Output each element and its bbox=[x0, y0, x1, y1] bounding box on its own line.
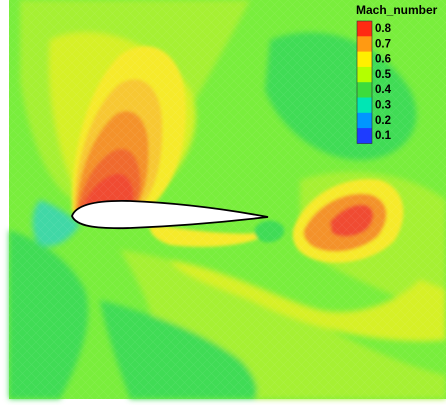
legend-label-0.6: 0.6 bbox=[375, 54, 391, 66]
legend-colorbar-border bbox=[356, 20, 373, 144]
legend-label-0.1: 0.1 bbox=[375, 130, 392, 142]
contour-field bbox=[9, 0, 446, 399]
legend-labels: 0.8 0.7 0.6 0.5 0.4 0.3 0.2 0.1 bbox=[375, 23, 392, 142]
color-legend: Mach_number 0.8 0.7 0.6 0.5 0.4 0.3 0.2 0.1 bbox=[356, 3, 438, 144]
legend-title: Mach_number bbox=[356, 3, 438, 17]
mesh-overlay bbox=[9, 0, 446, 399]
legend-label-0.5: 0.5 bbox=[375, 69, 392, 81]
legend-label-0.4: 0.4 bbox=[375, 84, 392, 96]
legend-swatch-0.5 bbox=[357, 66, 372, 83]
legend-swatch-0.2 bbox=[357, 112, 372, 129]
legend-label-0.7: 0.7 bbox=[375, 38, 391, 50]
legend-label-0.8: 0.8 bbox=[375, 23, 392, 35]
legend-colorbar bbox=[356, 20, 373, 144]
legend-swatch-0.8 bbox=[357, 21, 372, 37]
legend-swatch-0.7 bbox=[357, 36, 372, 52]
airfoil bbox=[71, 199, 269, 230]
legend-label-0.3: 0.3 bbox=[375, 100, 391, 112]
legend-label-0.2: 0.2 bbox=[375, 115, 391, 127]
legend-swatch-0.4 bbox=[357, 82, 372, 98]
legend-swatch-0.1 bbox=[357, 128, 372, 144]
legend-swatch-0.6 bbox=[357, 51, 372, 68]
legend-swatch-0.3 bbox=[357, 97, 372, 114]
